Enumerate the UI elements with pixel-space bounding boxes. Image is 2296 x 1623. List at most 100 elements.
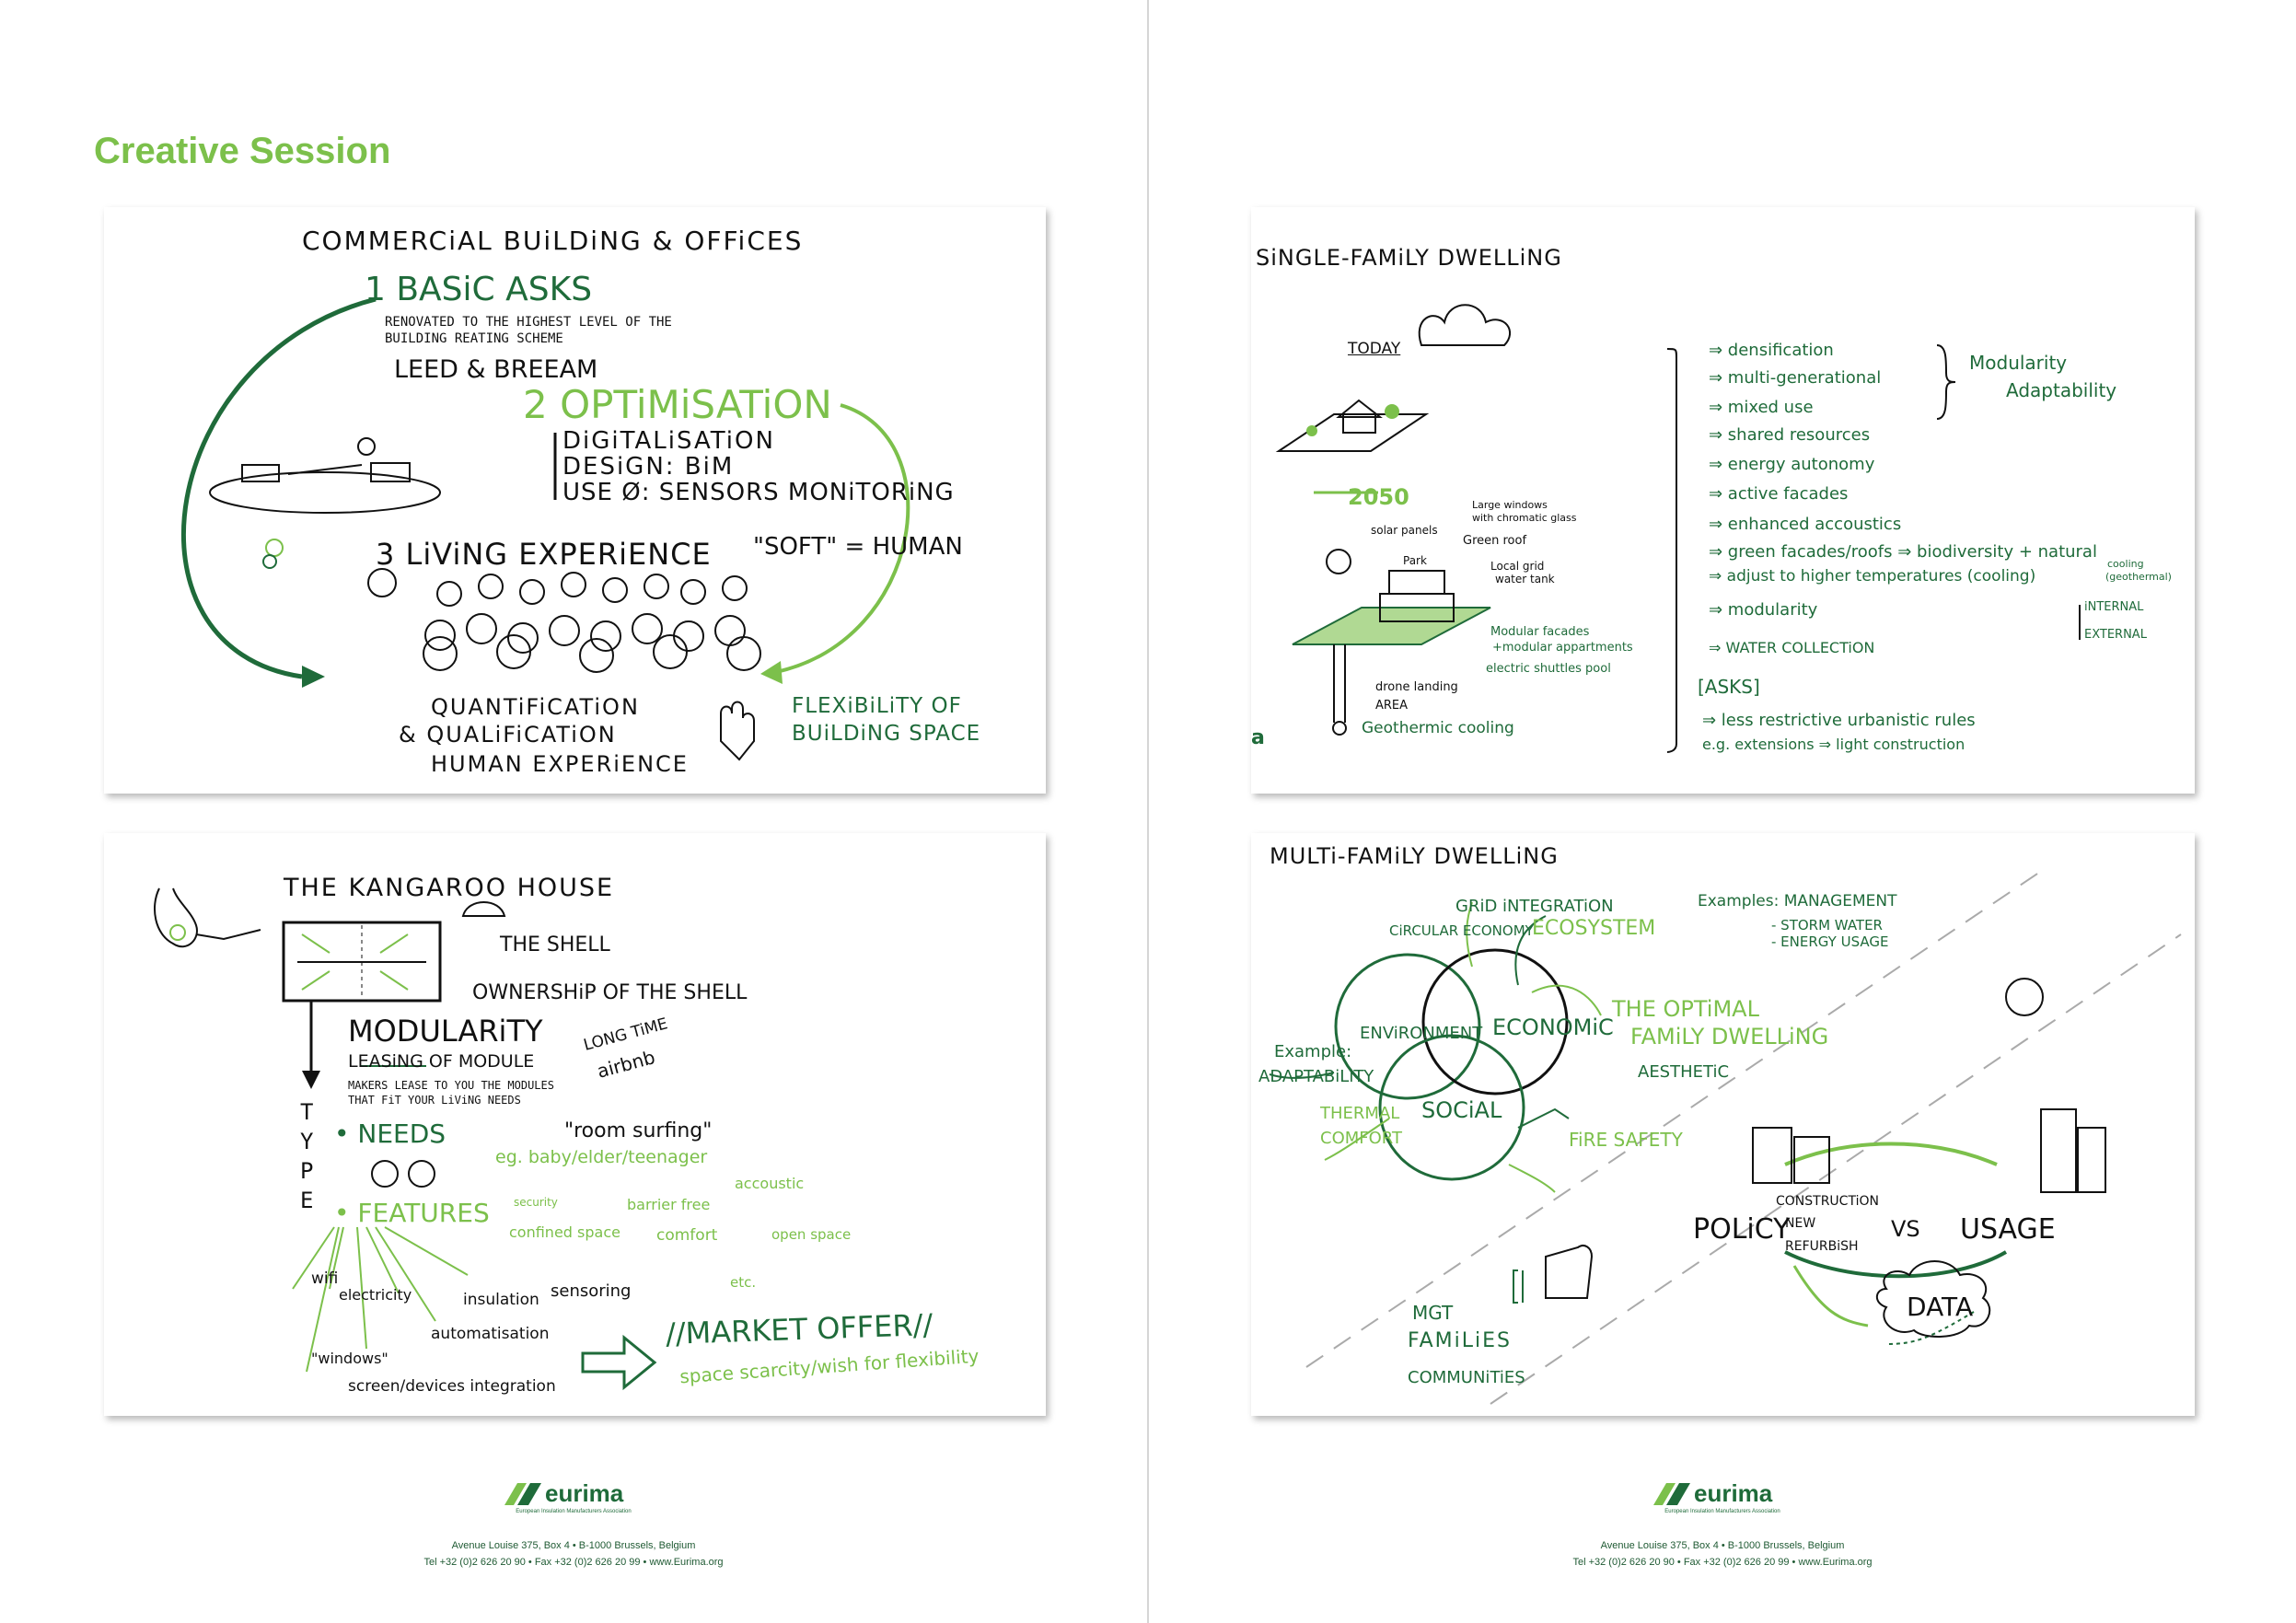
eurima-logo-left: eurima European Insulation Manufacturers…: [504, 1478, 643, 1518]
security-text: security: [514, 1196, 558, 1209]
quantification-line3: HUMAN EXPERiENCE: [431, 751, 689, 777]
type-letter-e: E: [300, 1188, 314, 1213]
environment-label: ENViRONMENT: [1360, 1024, 1483, 1043]
features-heading: • FEATURES: [334, 1198, 490, 1228]
green-roof-label: Green roof: [1463, 534, 1527, 548]
list-item-shared-resources: ⇒ shared resources: [1709, 425, 1871, 445]
design-bim-text: DESiGN: BiM: [562, 453, 735, 481]
geothermic-cooling-label: Geothermic cooling: [1362, 719, 1514, 737]
type-letter-p: P: [300, 1158, 314, 1184]
communities-label: COMMUNiTiES: [1408, 1368, 1525, 1387]
logo-fragment: a: [1251, 726, 1265, 749]
living-experience-heading: 3 LiViNG EXPERiENCE: [376, 537, 712, 572]
list-item-energy-autonomy: ⇒ energy autonomy: [1709, 455, 1875, 474]
drone-landing-label-line2: AREA: [1375, 699, 1409, 713]
ownership-text: OWNERSHiP OF THE SHELL: [472, 981, 748, 1004]
right-page: SiNGLE-FAMiLY DWELLiNG TODAY 2050 solar …: [1149, 0, 2296, 1623]
usage-label: USAGE: [1960, 1213, 2056, 1246]
asks-item-urbanistic: ⇒ less restrictive urbanistic rules: [1702, 711, 1976, 730]
optimal-family-line2: FAMiLY DWELLiNG: [1630, 1024, 1829, 1049]
page-spine: [1147, 0, 1149, 1623]
list-item-green-facades: ⇒ green facades/roofs ⇒ biodiversity + n…: [1709, 542, 2097, 562]
type-letter-t: T: [300, 1099, 314, 1125]
leed-breeam-text: LEED & BREEAM: [394, 355, 598, 384]
modular-facades-label-line2: +modular appartments: [1492, 641, 1633, 655]
eurima-logo-text: eurima: [1694, 1479, 1773, 1507]
insulation-text: insulation: [463, 1291, 539, 1309]
automatisation-text: automatisation: [431, 1325, 550, 1343]
wifi-text: wifi: [311, 1269, 339, 1288]
needs-heading: • NEEDS: [334, 1119, 446, 1149]
screen-devices-text: screen/devices integration: [348, 1377, 556, 1396]
kangaroo-title: THE KANGAROO HOUSE: [284, 874, 615, 902]
storm-water-label: - STORM WATER: [1771, 917, 1883, 933]
digitalisation-text: DiGiTALiSATiON: [562, 427, 775, 455]
right-footer-contact: Tel +32 (0)2 626 20 90 • Fax +32 (0)2 62…: [1572, 1557, 1873, 1568]
cooling-label: cooling: [2107, 558, 2144, 570]
eurima-logo-right: eurima European Insulation Manufacturers…: [1653, 1478, 1792, 1518]
multi-family-title: MULTi-FAMiLY DWELLiNG: [1270, 843, 1559, 869]
refurbish-label: REFURBiSH: [1785, 1239, 1859, 1254]
left-footer-address: Avenue Louise 375, Box 4 • B-1000 Brusse…: [451, 1540, 696, 1551]
geothermal-label: (geothermal): [2105, 571, 2172, 583]
mgt-label: MGT: [1412, 1302, 1454, 1324]
makers-text-line1: MAKERS LEASE TO YOU THE MODULES: [348, 1079, 554, 1092]
modularity-heading: MODULARiTY: [348, 1014, 543, 1049]
flexibility-line2: BUiLDiNG SPACE: [792, 722, 981, 746]
left-footer-contact: Tel +32 (0)2 626 20 90 • Fax +32 (0)2 62…: [423, 1557, 724, 1568]
example-label: Example:: [1274, 1042, 1352, 1061]
list-item-active-facades: ⇒ active facades: [1709, 484, 1849, 504]
list-item-modularity: ⇒ modularity: [1709, 600, 1818, 620]
grid-integration-label: GRiD iNTEGRATiON: [1455, 897, 1614, 916]
social-label: SOCiAL: [1421, 1097, 1502, 1123]
external-label: EXTERNAL: [2084, 628, 2147, 642]
etc-text: etc.: [730, 1274, 757, 1291]
electricity-text: electricity: [339, 1286, 412, 1304]
modular-facades-label-line1: Modular facades: [1490, 625, 1590, 639]
open-space-text: open space: [771, 1226, 852, 1243]
room-surfing-text: "room surfing": [564, 1119, 713, 1142]
list-item-adjust-temperatures: ⇒ adjust to higher temperatures (cooling…: [1709, 567, 2036, 585]
commercial-building-card: COMMERCiAL BUiLDiNG & OFFiCES 1 BASiC AS…: [104, 207, 1046, 794]
basic-asks-heading: 1 BASiC ASKS: [365, 271, 593, 308]
soft-human-text: "SOFT" = HUMAN: [753, 533, 963, 561]
basic-asks-desc-line1: RENOVATED TO THE HIGHEST LEVEL OF THE: [385, 315, 672, 330]
modularity-adaptability-line2: Adaptability: [2006, 379, 2117, 401]
list-item-water-collection: ⇒ WATER COLLECTiON: [1709, 639, 1875, 656]
single-family-card: SiNGLE-FAMiLY DWELLiNG TODAY 2050 solar …: [1251, 207, 2195, 794]
kangaroo-house-card: THE KANGAROO HOUSE THE SHELL OWNERSHiP O…: [104, 833, 1046, 1416]
barrier-free-text: barrier free: [627, 1196, 711, 1213]
drone-landing-label-line1: drone landing: [1375, 680, 1458, 694]
electric-shuttles-label: electric shuttles pool: [1486, 662, 1611, 676]
left-page: Creative Session: [0, 0, 1147, 1623]
comfort-text: comfort: [656, 1226, 718, 1245]
list-item-densification: ⇒ densification: [1709, 341, 1834, 360]
examples-management-label: Examples: MANAGEMENT: [1698, 892, 1897, 910]
aesthetic-label: AESTHETiC: [1638, 1062, 1730, 1082]
local-grid-label-line2: water tank: [1495, 573, 1555, 585]
large-windows-label-line2: with chromatic glass: [1472, 512, 1577, 524]
new-label: NEW: [1785, 1216, 1816, 1231]
single-family-sketch-drawing: [1275, 304, 2081, 753]
economic-label: ECONOMiC: [1492, 1014, 1614, 1040]
vs-label: VS: [1891, 1216, 1920, 1242]
adaptability-label: ADAPTABiLiTY: [1258, 1067, 1374, 1086]
policy-label: POLiCY: [1693, 1213, 1791, 1246]
fire-safety-label: FiRE SAFETY: [1569, 1129, 1683, 1151]
year-2050-label: 2050: [1348, 484, 1409, 510]
confined-space-text: confined space: [509, 1223, 620, 1241]
thermal-comfort-line1: THERMAL: [1320, 1104, 1400, 1123]
kangaroo-sketch-drawing: [154, 887, 657, 1391]
leasing-text: LEASiNG OF MODULE: [348, 1051, 535, 1072]
type-letter-y: Y: [300, 1129, 314, 1154]
quantification-line1: QUANTiFiCATiON: [431, 694, 640, 720]
asks-label: [ASKS]: [1698, 676, 1760, 698]
list-item-mixed-use: ⇒ mixed use: [1709, 398, 1814, 417]
local-grid-label-line1: Local grid: [1490, 560, 1545, 573]
use-sensors-text: USE Ø: SENSORS MONiTORiNG: [562, 479, 955, 506]
windows-text: "windows": [311, 1350, 388, 1367]
thermal-comfort-line2: COMFORT: [1320, 1129, 1402, 1148]
needs-examples: eg. baby/elder/teenager: [495, 1147, 708, 1167]
eurima-logo-mark-icon: [504, 1483, 541, 1505]
single-family-title: SiNGLE-FAMiLY DWELLiNG: [1256, 245, 1562, 271]
